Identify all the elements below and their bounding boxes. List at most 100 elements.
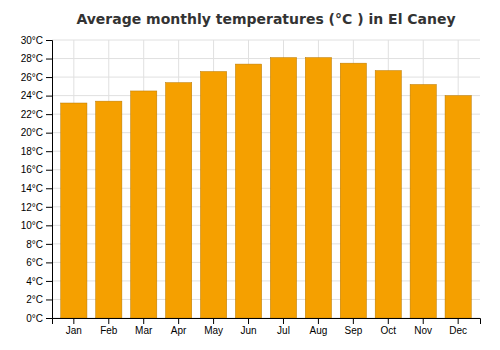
bar xyxy=(305,58,331,318)
tick-label: Nov xyxy=(414,325,432,336)
tick-mark xyxy=(46,262,52,263)
axis-line xyxy=(53,319,481,325)
y-tick: 14°C xyxy=(21,183,52,194)
x-axis: Jan Feb Mar Apr May Jun Jul Aug Sep Oct Nov Dec xyxy=(53,318,481,336)
bar xyxy=(375,71,401,318)
bars xyxy=(61,58,472,318)
tick-label: Aug xyxy=(310,325,328,336)
tick-label: Feb xyxy=(100,325,118,336)
tick-mark xyxy=(46,207,52,208)
title: Average monthly temperatures (°C ) in El… xyxy=(76,11,455,27)
tick-label: Dec xyxy=(449,325,467,336)
x-tick: Jul xyxy=(277,318,290,336)
tick-mark xyxy=(458,318,459,324)
x-tick: Oct xyxy=(381,318,397,336)
bar xyxy=(410,84,436,318)
grid-line-y xyxy=(52,40,480,41)
tick-label: 0°C xyxy=(26,313,43,324)
tick-mark xyxy=(46,225,52,226)
tick-mark xyxy=(46,114,52,115)
x-tick: Nov xyxy=(414,318,432,336)
tick-label: Oct xyxy=(381,325,397,336)
x-tick: Apr xyxy=(171,318,187,336)
tick-label: 14°C xyxy=(21,183,43,194)
plot: 0°C 2°C 4°C 6°C 8°C 10°C 12°C 14°C 16°C 18°C 20°C 2… xyxy=(21,35,481,336)
x-tick: Sep xyxy=(344,318,362,336)
tick-label: 6°C xyxy=(26,257,43,268)
y-tick: 10°C xyxy=(21,220,52,231)
tick-label: 8°C xyxy=(26,239,43,250)
y-tick: 6°C xyxy=(26,257,52,268)
x-tick: Dec xyxy=(449,318,467,336)
x-tick: Feb xyxy=(100,318,118,336)
tick-mark xyxy=(46,188,52,189)
tick-mark xyxy=(423,318,424,324)
tick-mark xyxy=(248,318,249,324)
tick-mark xyxy=(283,318,284,324)
bar xyxy=(235,64,261,318)
tick-label: 22°C xyxy=(21,109,43,120)
chart: 0°C 2°C 4°C 6°C 8°C 10°C 12°C 14°C 16°C 18°C 20°C 2… xyxy=(0,0,500,350)
x-tick: Mar xyxy=(135,318,153,336)
x-tick: Jun xyxy=(240,318,256,336)
tick-label: Sep xyxy=(344,325,362,336)
x-tick: May xyxy=(204,318,223,336)
y-tick: 22°C xyxy=(21,109,52,120)
y-tick: 18°C xyxy=(21,146,52,157)
tick-mark xyxy=(108,318,109,324)
tick-mark xyxy=(46,59,52,60)
grid-line-y xyxy=(52,58,480,59)
tick-label: 20°C xyxy=(21,127,43,138)
bar xyxy=(131,91,157,318)
bar xyxy=(96,101,122,318)
bar xyxy=(166,83,192,318)
x-tick: Jan xyxy=(66,318,82,336)
tick-label: 30°C xyxy=(21,35,43,46)
y-tick: 4°C xyxy=(26,276,52,287)
tick-mark xyxy=(46,318,52,319)
y-tick: 20°C xyxy=(21,127,52,138)
tick-mark xyxy=(46,40,52,41)
tick-mark xyxy=(46,77,52,78)
y-tick: 16°C xyxy=(21,164,52,175)
tick-mark xyxy=(46,244,52,245)
tick-label: Mar xyxy=(135,325,153,336)
bar xyxy=(340,63,366,318)
y-tick: 12°C xyxy=(21,202,52,213)
tick-label: 4°C xyxy=(26,276,43,287)
y-tick: 28°C xyxy=(21,53,52,64)
tick-mark xyxy=(178,318,179,324)
tick-label: 10°C xyxy=(21,220,43,231)
tick-label: Jun xyxy=(240,325,256,336)
y-tick: 24°C xyxy=(21,90,52,101)
y-axis: 0°C 2°C 4°C 6°C 8°C 10°C 12°C 14°C 16°C 18°C 20°C 2… xyxy=(21,35,53,324)
tick-label: 28°C xyxy=(21,53,43,64)
tick-label: Jan xyxy=(66,325,82,336)
tick-mark xyxy=(73,318,74,324)
grid xyxy=(52,40,480,318)
tick-label: 12°C xyxy=(21,202,43,213)
y-tick: 2°C xyxy=(26,294,52,305)
grid-line-y xyxy=(52,77,480,78)
y-tick: 30°C xyxy=(21,35,52,46)
tick-mark xyxy=(353,318,354,324)
axis-line xyxy=(46,41,53,319)
tick-mark xyxy=(318,318,319,324)
tick-mark xyxy=(46,96,52,97)
tick-mark xyxy=(213,318,214,324)
bar xyxy=(270,58,296,318)
tick-label: 18°C xyxy=(21,146,43,157)
y-tick: 0°C xyxy=(26,313,52,324)
tick-label: May xyxy=(204,325,223,336)
tick-mark xyxy=(46,151,52,152)
tick-label: 16°C xyxy=(21,164,43,175)
y-tick: 26°C xyxy=(21,72,52,83)
tick-mark xyxy=(46,133,52,134)
y-tick: 8°C xyxy=(26,239,52,250)
bar xyxy=(200,72,226,318)
tick-label: 26°C xyxy=(21,72,43,83)
tick-mark xyxy=(388,318,389,324)
tick-label: Jul xyxy=(277,325,290,336)
tick-label: Apr xyxy=(171,325,187,336)
tick-label: 24°C xyxy=(21,90,43,101)
